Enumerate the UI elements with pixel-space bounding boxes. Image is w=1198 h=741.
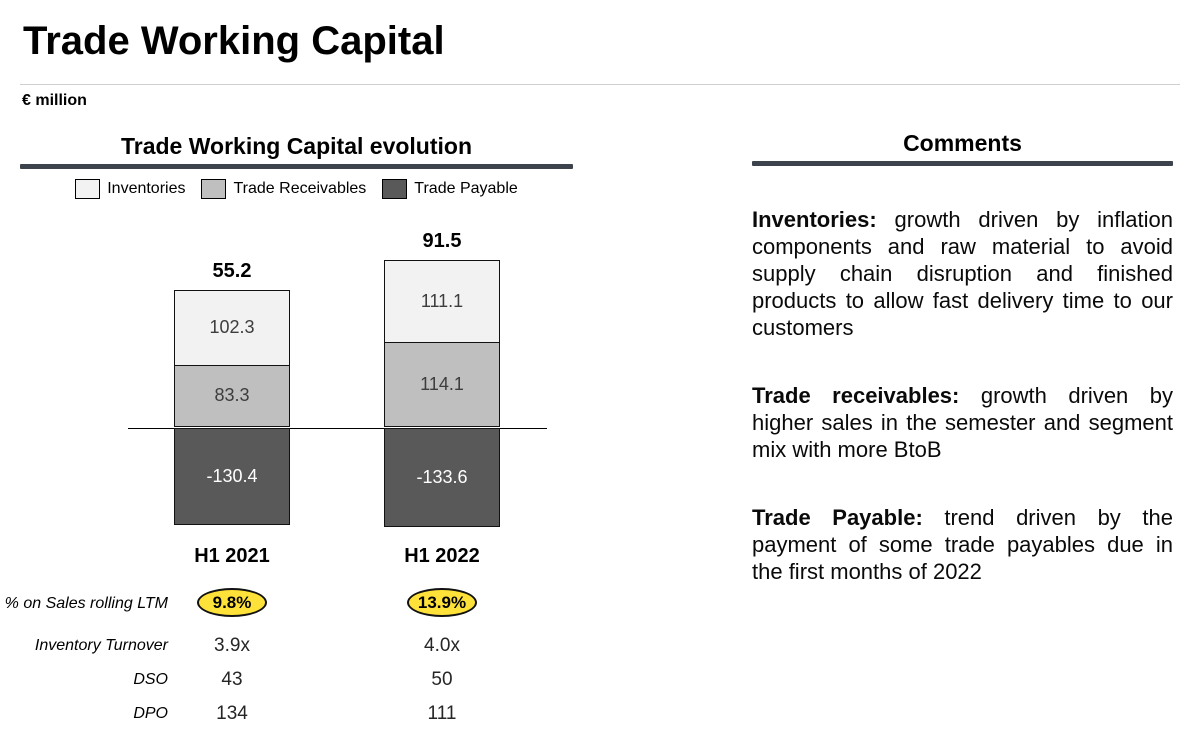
legend-item-inventories: Inventories [75, 179, 185, 199]
legend-item-trade-receivables: Trade Receivables [201, 179, 366, 199]
bar-segment-trade-payable: -133.6 [384, 428, 500, 527]
comment-paragraph-trade-payable: Trade Payable: trend driven by the payme… [752, 504, 1173, 585]
comment-text: trend driven by the payment of some trad… [752, 505, 1173, 584]
comment-lead: Inventories: [752, 207, 877, 232]
comments-title-underline [752, 161, 1173, 166]
legend-swatch-trade-payable [382, 179, 408, 199]
chart-section-title: Trade Working Capital evolution [120, 133, 472, 159]
comments-body: Inventories: growth driven by inflation … [752, 206, 1173, 626]
chart-legend: Inventories Trade Receivables Trade Payabl… [20, 179, 573, 199]
legend-swatch-inventories [75, 179, 101, 199]
zero-axis-line [128, 428, 547, 429]
bar-segment-inventories: 111.1 [384, 260, 500, 344]
metric-value-dpo-1: 111 [427, 703, 457, 724]
legend-label: Trade Payable [414, 180, 518, 197]
metric-value--on-sales-rolling-ltm-1: 13.9% [383, 588, 501, 617]
page-title: Trade Working Capital [23, 19, 445, 63]
highlight-oval: 13.9% [407, 588, 477, 617]
legend-swatch-trade-receivables [201, 179, 227, 199]
bar-segment-trade-payable: -130.4 [174, 428, 290, 525]
metric-label-dpo: DPO [133, 705, 168, 722]
comments-section-title: Comments [903, 130, 1022, 156]
metric-value-inventory-turnover-1: 4.0x [424, 635, 460, 656]
title-divider [20, 84, 1180, 85]
bar-category-label: H1 2021 [194, 545, 270, 567]
stacked-bar-chart: 55.2 102.3 83.3 -130.4 H1 2021 91.5 111.1 114.1… [0, 0, 598, 741]
legend-item-trade-payable: Trade Payable [382, 179, 518, 199]
metric-label-dso: DSO [133, 671, 168, 688]
metric-value-dpo-0: 134 [216, 703, 248, 724]
chart-title-underline [20, 164, 573, 169]
metric-value-dso-1: 50 [431, 669, 453, 690]
comment-lead: Trade receivables: [752, 383, 960, 408]
comment-lead: Trade Payable: [752, 505, 923, 530]
highlight-oval: 9.8% [197, 588, 267, 617]
bar-segment-inventories: 102.3 [174, 289, 290, 366]
bar-category-label: H1 2022 [404, 545, 480, 567]
unit-label: € million [22, 92, 87, 109]
legend-label: Inventories [107, 180, 186, 197]
metric-value--on-sales-rolling-ltm-0: 9.8% [173, 588, 291, 617]
comment-paragraph-trade-receivables: Trade receivables: growth driven by high… [752, 382, 1173, 463]
metric-label--on-sales-rolling-ltm: % on Sales rolling LTM [4, 595, 168, 612]
comment-paragraph-inventories: Inventories: growth driven by inflation … [752, 206, 1173, 341]
metric-value-inventory-turnover-0: 3.9x [214, 635, 250, 656]
comment-text: growth driven by higher sales in the sem… [752, 383, 1173, 462]
comment-text: growth driven by inflation components an… [752, 207, 1173, 340]
metric-label-inventory-turnover: Inventory Turnover [34, 637, 168, 654]
legend-label: Trade Receivables [233, 180, 367, 197]
bar-segment-trade-receivables: 114.1 [384, 342, 500, 428]
bar-total-label: 55.2 [212, 259, 252, 282]
bar-total-label: 91.5 [422, 230, 462, 253]
metric-value-dso-0: 43 [221, 669, 243, 690]
bar-segment-trade-receivables: 83.3 [174, 364, 290, 427]
